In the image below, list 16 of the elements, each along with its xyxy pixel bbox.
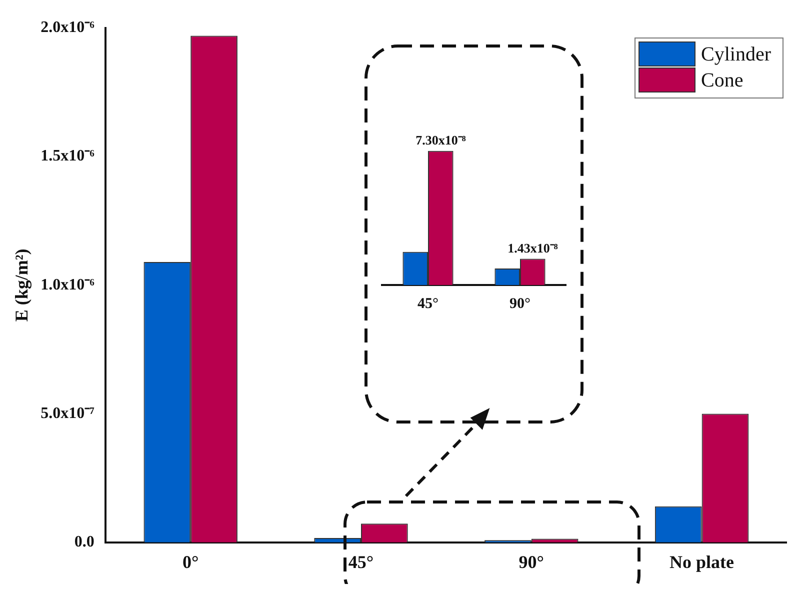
- y-tick-label: 5.0x10⁻⁷: [40, 404, 95, 422]
- x-tick-label: 90°: [518, 552, 544, 572]
- y-tick-label: 1.5x10⁻⁶: [40, 148, 95, 165]
- legend-label: Cone: [701, 69, 744, 92]
- data-label: 1.43x10⁻⁸: [508, 240, 558, 256]
- legend-label: Cylinder: [701, 43, 772, 66]
- x-tick-label: 45°: [418, 296, 438, 312]
- x-tick-label: 45°: [348, 552, 374, 572]
- x-tick-label: 90°: [510, 296, 530, 312]
- y-axis-title: E (kg/m²): [11, 248, 32, 322]
- x-tick-label: 0°: [182, 552, 199, 572]
- y-tick-label: 0.0: [74, 534, 94, 551]
- x-tick-label: No plate: [670, 552, 734, 572]
- data-label: 7.30x10⁻⁸: [416, 132, 466, 148]
- y-tick-label: 2.0x10⁻⁶: [40, 19, 95, 36]
- y-tick-label: 1.0x10⁻⁶: [40, 276, 95, 294]
